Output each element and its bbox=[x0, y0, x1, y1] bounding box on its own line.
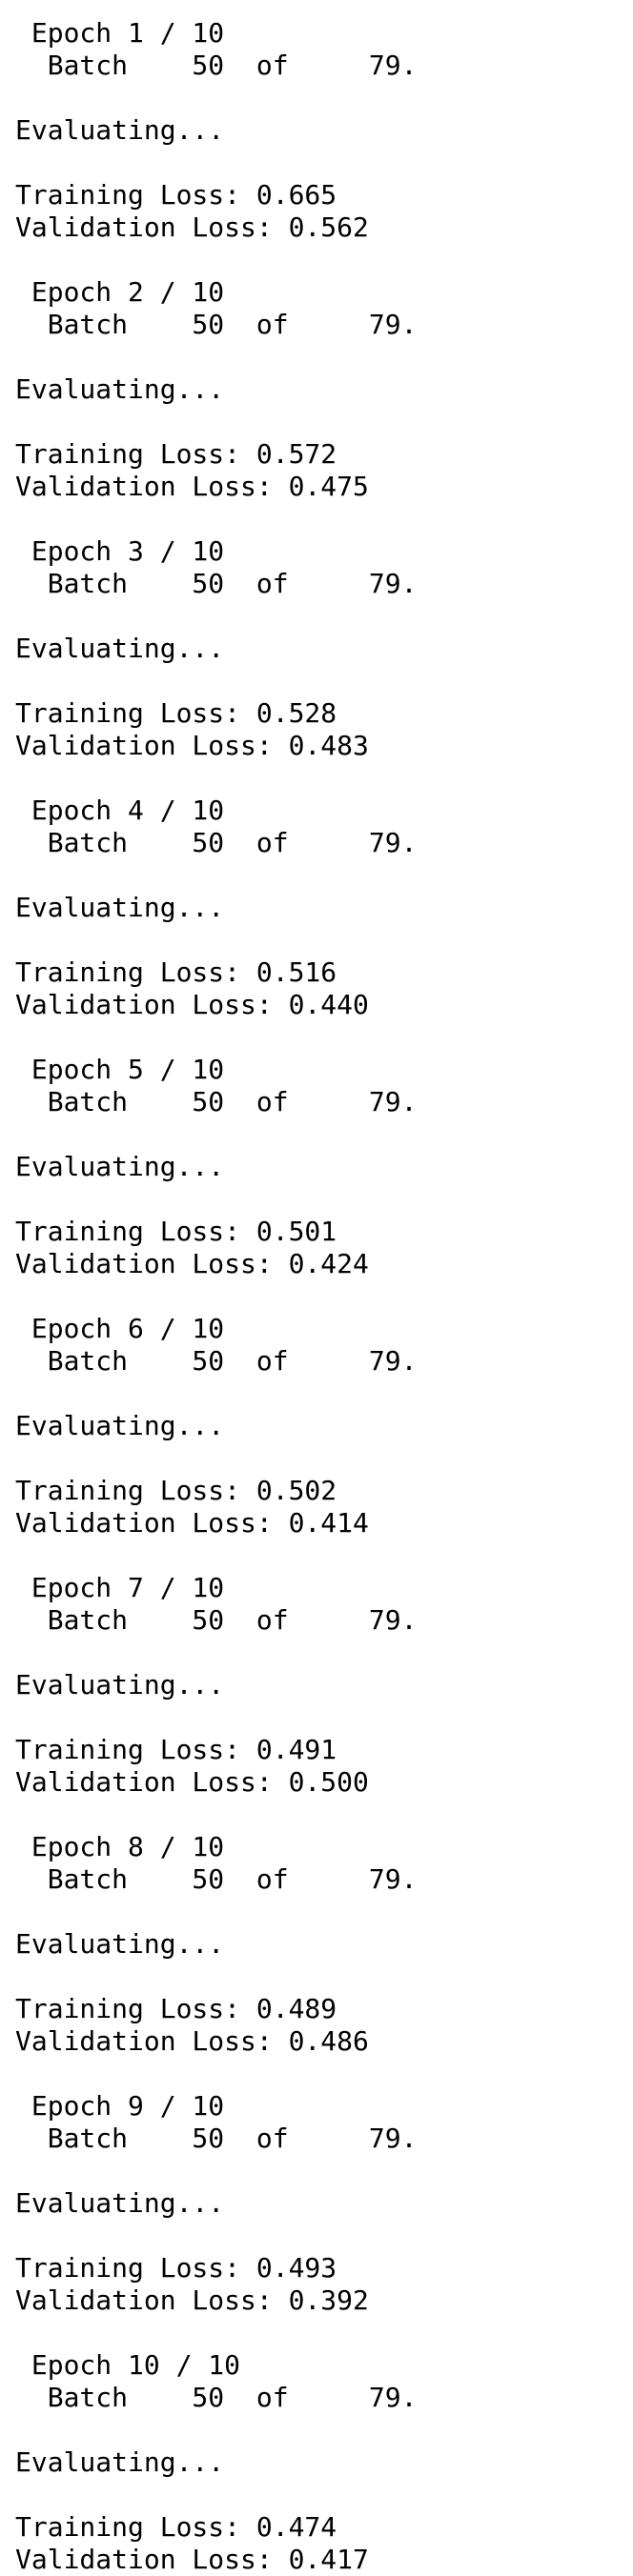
epoch-line: Epoch 3 / 10 bbox=[15, 535, 225, 567]
blank-line bbox=[15, 406, 633, 438]
training-loss-line: Training Loss: 0.493 bbox=[15, 2252, 337, 2284]
validation-loss-line: Validation Loss: 0.475 bbox=[15, 471, 369, 502]
epoch-line: Epoch 8 / 10 bbox=[15, 1831, 225, 1862]
blank-line bbox=[15, 1378, 633, 1410]
training-loss-line: Training Loss: 0.528 bbox=[15, 697, 337, 729]
blank-line bbox=[15, 665, 633, 697]
blank-line bbox=[15, 1442, 633, 1475]
epoch-line: Epoch 6 / 10 bbox=[15, 1313, 225, 1344]
training-loss-line: Training Loss: 0.489 bbox=[15, 1993, 337, 2024]
epoch-line: Epoch 7 / 10 bbox=[15, 1572, 225, 1603]
evaluating-line: Evaluating... bbox=[15, 633, 225, 664]
blank-line bbox=[15, 2155, 633, 2187]
blank-line bbox=[15, 1540, 633, 1572]
evaluating-line: Evaluating... bbox=[15, 373, 225, 405]
blank-line bbox=[15, 2317, 633, 2349]
blank-line bbox=[15, 2414, 633, 2446]
batch-progress-line: Batch 50 of 79. bbox=[15, 1086, 418, 1117]
batch-progress-line: Batch 50 of 79. bbox=[15, 2123, 418, 2154]
epoch-line: Epoch 9 / 10 bbox=[15, 2090, 225, 2122]
blank-line bbox=[15, 1961, 633, 1993]
validation-loss-line: Validation Loss: 0.414 bbox=[15, 1507, 369, 1539]
validation-loss-line: Validation Loss: 0.483 bbox=[15, 730, 369, 761]
evaluating-line: Evaluating... bbox=[15, 1151, 225, 1182]
batch-progress-line: Batch 50 of 79. bbox=[15, 1863, 418, 1895]
blank-line bbox=[15, 1021, 633, 1054]
evaluating-line: Evaluating... bbox=[15, 892, 225, 923]
blank-line bbox=[15, 2479, 633, 2511]
evaluating-line: Evaluating... bbox=[15, 2187, 225, 2219]
evaluating-line: Evaluating... bbox=[15, 1928, 225, 1960]
training-loss-line: Training Loss: 0.491 bbox=[15, 1734, 337, 1765]
evaluating-line: Evaluating... bbox=[15, 1410, 225, 1441]
batch-progress-line: Batch 50 of 79. bbox=[15, 1604, 418, 1636]
blank-line bbox=[15, 1701, 633, 1734]
validation-loss-line: Validation Loss: 0.440 bbox=[15, 989, 369, 1020]
blank-line bbox=[15, 82, 633, 114]
validation-loss-line: Validation Loss: 0.417 bbox=[15, 2544, 369, 2575]
validation-loss-line: Validation Loss: 0.562 bbox=[15, 211, 369, 243]
blank-line bbox=[15, 600, 633, 633]
training-loss-line: Training Loss: 0.502 bbox=[15, 1475, 337, 1506]
batch-progress-line: Batch 50 of 79. bbox=[15, 50, 418, 81]
batch-progress-line: Batch 50 of 79. bbox=[15, 2382, 418, 2413]
training-loss-line: Training Loss: 0.516 bbox=[15, 956, 337, 988]
epoch-line: Epoch 5 / 10 bbox=[15, 1054, 225, 1085]
evaluating-line: Evaluating... bbox=[15, 1669, 225, 1701]
blank-line bbox=[15, 1280, 633, 1313]
epoch-line: Epoch 4 / 10 bbox=[15, 795, 225, 826]
blank-line bbox=[15, 762, 633, 795]
validation-loss-line: Validation Loss: 0.424 bbox=[15, 1248, 369, 1279]
blank-line bbox=[15, 1637, 633, 1669]
evaluating-line: Evaluating... bbox=[15, 2446, 225, 2478]
batch-progress-line: Batch 50 of 79. bbox=[15, 827, 418, 858]
training-loss-line: Training Loss: 0.501 bbox=[15, 1216, 337, 1247]
validation-loss-line: Validation Loss: 0.486 bbox=[15, 2025, 369, 2057]
blank-line bbox=[15, 341, 633, 373]
epoch-line: Epoch 1 / 10 bbox=[15, 17, 225, 49]
blank-line bbox=[15, 503, 633, 535]
epoch-line: Epoch 2 / 10 bbox=[15, 276, 225, 308]
blank-line bbox=[15, 1799, 633, 1831]
blank-line bbox=[15, 1896, 633, 1928]
epoch-line: Epoch 10 / 10 bbox=[15, 2349, 241, 2381]
blank-line bbox=[15, 2058, 633, 2090]
blank-line bbox=[15, 1183, 633, 1216]
training-loss-line: Training Loss: 0.572 bbox=[15, 438, 337, 470]
blank-line bbox=[15, 859, 633, 892]
training-loss-line: Training Loss: 0.474 bbox=[15, 2511, 337, 2543]
blank-line bbox=[15, 147, 633, 179]
blank-line bbox=[15, 924, 633, 956]
blank-line bbox=[15, 244, 633, 276]
validation-loss-line: Validation Loss: 0.392 bbox=[15, 2284, 369, 2316]
batch-progress-line: Batch 50 of 79. bbox=[15, 1345, 418, 1377]
blank-line bbox=[15, 1118, 633, 1151]
blank-line bbox=[15, 2220, 633, 2252]
validation-loss-line: Validation Loss: 0.500 bbox=[15, 1766, 369, 1798]
evaluating-line: Evaluating... bbox=[15, 114, 225, 146]
training-loss-line: Training Loss: 0.665 bbox=[15, 179, 337, 211]
batch-progress-line: Batch 50 of 79. bbox=[15, 568, 418, 599]
batch-progress-line: Batch 50 of 79. bbox=[15, 309, 418, 340]
